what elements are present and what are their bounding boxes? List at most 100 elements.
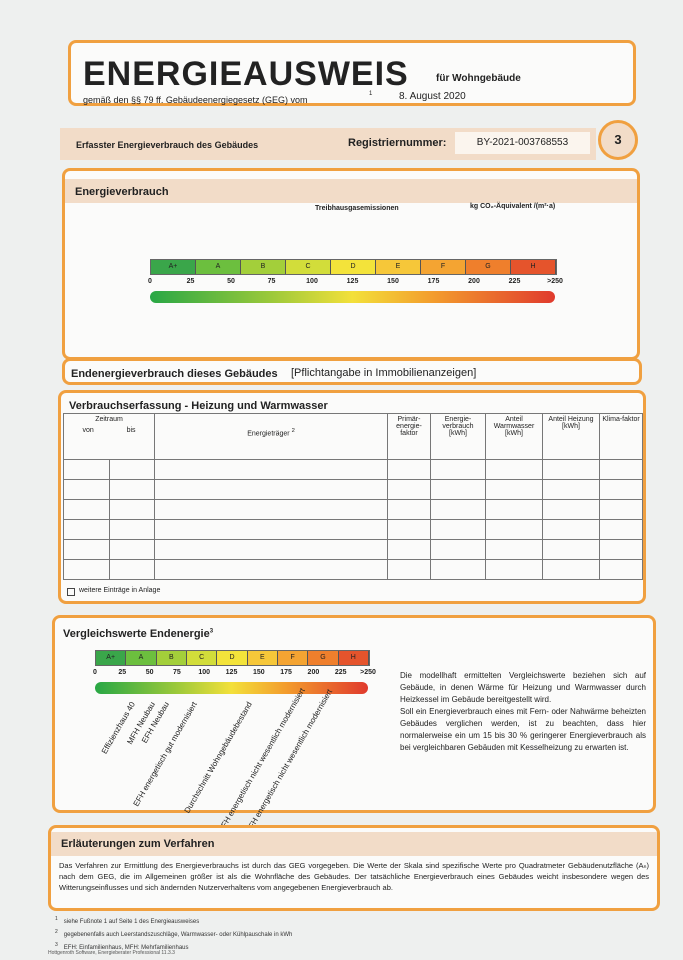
table-cell: [63, 539, 110, 560]
table-cell: [542, 479, 600, 500]
footnote-number: 1: [55, 916, 58, 922]
scale-label: 125: [225, 669, 238, 676]
info-label: Erfasster Energieverbrauch des Gebäudes: [76, 140, 259, 150]
scale-label: 0: [93, 669, 97, 676]
class-cell: F: [421, 260, 466, 274]
gradient-bar: [150, 291, 555, 303]
explanation-title: Erläuterungen zum Verfahren: [61, 838, 215, 850]
comparison-title-text: Vergleichswerte Endenergie: [63, 628, 210, 640]
class-cell: B: [241, 260, 286, 274]
table-cell: [154, 479, 388, 500]
table-cell: [154, 559, 388, 580]
table-cell: [63, 559, 110, 580]
software: Hottgenroth Software, Energieberater Pro…: [48, 950, 175, 956]
period: Zeitraum: [95, 416, 123, 423]
table-cell: [485, 539, 543, 560]
table-cell: [154, 499, 388, 520]
scale-label: 100: [198, 669, 211, 676]
table-cell: [542, 559, 600, 580]
table-row: [63, 519, 643, 540]
class-cell: H: [338, 651, 369, 665]
scale-label: 200: [468, 278, 480, 285]
header-cell: Energieträger 2: [154, 413, 388, 460]
class-cell: D: [331, 260, 376, 274]
consumption-header: Energie-verbrauch [kWh]: [430, 413, 486, 460]
scale-label: 150: [252, 669, 265, 676]
table-cell: [430, 539, 486, 560]
explanation-band: [51, 832, 657, 856]
table-cell: [63, 499, 110, 520]
table-cell: [154, 459, 388, 480]
footnotes: 1 siehe Fußnote 1 auf Seite 1 des Energie…: [55, 914, 292, 953]
energy-title: Energieverbrauch: [75, 186, 169, 198]
comparison-scale: A+ A B C D E F G H 0 25 50 75 100 125 150 175 200 225 >250: [93, 650, 376, 695]
consumption-table: Zeitraum von bis Energieträger 2 Primär-e…: [63, 413, 643, 580]
climate-factor: Klima-faktor: [599, 413, 643, 460]
hot-water-header: Anteil Warmwasser [kWh]: [485, 413, 543, 460]
footnote-number: 3: [55, 942, 58, 948]
table-body: [63, 459, 643, 580]
table-cell: [542, 519, 600, 540]
class-cell: H: [511, 260, 556, 274]
scale-label: 225: [508, 278, 521, 285]
table-cell: [63, 519, 110, 540]
table-cell: [485, 559, 543, 580]
paragraph: Soll ein Energieverbrauch eines mit Fern…: [400, 707, 646, 752]
scale-label: >250: [360, 669, 376, 676]
paragraph: Die modellhaft ermittelten Vergleichswer…: [400, 671, 646, 704]
table-row: [63, 539, 643, 560]
consumption-box: Verbrauchserfassung - Heizung und Warmwa…: [58, 390, 646, 604]
table-cell: [430, 519, 486, 540]
emissions-label: Treibhausgasemissionen: [315, 205, 399, 212]
date: 8. August 2020: [399, 91, 466, 102]
table-cell: [154, 519, 388, 540]
table-cell: [485, 459, 543, 480]
reg-label: Registriernummer:: [348, 137, 447, 149]
table-cell: [108, 519, 155, 540]
footnote: 2 gegebenenfalls auch Leerstandszuschläge…: [55, 927, 292, 940]
footnote-text: gegebenenfalls auch Leerstandszuschläge,…: [63, 932, 293, 938]
class-cell: A+: [151, 260, 196, 274]
class-cell: A: [196, 260, 241, 274]
footnote-number: 2: [55, 929, 58, 935]
class-cell: E: [376, 260, 421, 274]
carrier: Energieträger: [247, 430, 290, 438]
footnote: 1 siehe Fußnote 1 auf Seite 1 des Energie…: [55, 914, 292, 927]
to: bis: [126, 427, 136, 434]
footnote-text: siehe Fußnote 1 auf Seite 1 des Energiea…: [63, 919, 200, 925]
class-cell: A+: [96, 651, 127, 665]
carrier-footnote: 2: [291, 428, 295, 434]
scale-label: 150: [387, 278, 399, 285]
table-cell: [599, 539, 643, 560]
table-cell: [599, 559, 643, 580]
table-cell: [387, 479, 431, 500]
class-bar: A+ A B C D E F G H: [95, 650, 370, 666]
comparison-box: Vergleichswerte Endenergie3 A+ A B C D E F G H 0 2…: [52, 615, 656, 835]
table-row: [63, 459, 643, 480]
table-cell: [485, 519, 543, 540]
scale-label: 50: [145, 669, 154, 676]
table-cell: [542, 499, 600, 520]
table-cell: [485, 499, 543, 520]
table-cell: [542, 539, 600, 560]
comparison-footnote: 3: [209, 628, 214, 635]
scale-label: 75: [267, 278, 276, 285]
scale-label: 200: [307, 669, 320, 676]
scale-label: 225: [334, 669, 347, 676]
table-cell: [599, 499, 643, 520]
checkbox: [67, 588, 75, 596]
table-cell: [599, 459, 643, 480]
table-cell: [108, 459, 155, 480]
table-cell: [599, 519, 643, 540]
table-cell: [108, 479, 155, 500]
scale-label: 25: [118, 669, 127, 676]
table-row: [63, 559, 643, 580]
table-cell: [599, 479, 643, 500]
class-cell: G: [466, 260, 511, 274]
table-cell: [108, 539, 155, 560]
energy-box: Energieverbrauch Treibhausgasemissionen …: [62, 168, 640, 360]
table-cell: [387, 559, 431, 580]
class-cell: F: [277, 651, 309, 665]
from: von: [82, 427, 94, 434]
